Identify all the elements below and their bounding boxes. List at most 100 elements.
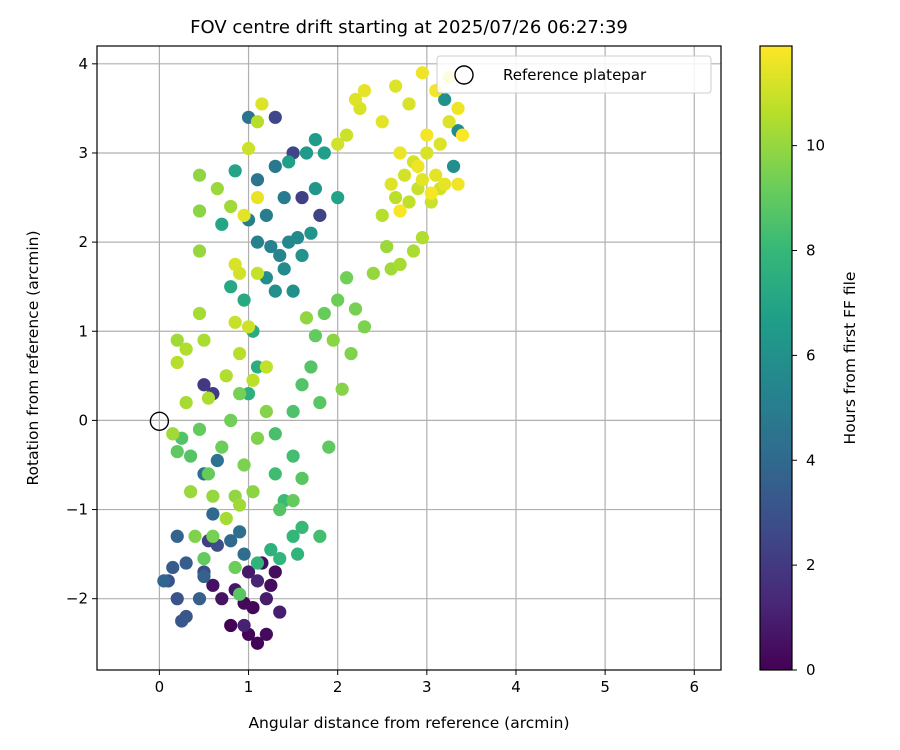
data-point bbox=[335, 382, 349, 396]
reference-platepar-marker bbox=[149, 411, 170, 431]
data-point bbox=[224, 280, 238, 294]
data-point bbox=[286, 284, 300, 298]
data-point bbox=[237, 208, 251, 222]
legend-label-reference-platepar: Reference platepar bbox=[503, 66, 647, 84]
x-tick-label: 0 bbox=[155, 678, 165, 696]
plot-frame bbox=[96, 45, 722, 671]
data-point bbox=[259, 208, 273, 222]
data-point bbox=[175, 614, 189, 628]
data-point bbox=[299, 146, 314, 160]
x-tick-label: 3 bbox=[422, 678, 432, 696]
y-tick-label: 3 bbox=[78, 144, 88, 162]
data-point bbox=[348, 302, 363, 316]
colorbar-tick-label: 8 bbox=[806, 242, 816, 260]
data-point bbox=[197, 333, 211, 347]
data-point bbox=[206, 507, 220, 521]
data-point bbox=[170, 445, 184, 459]
data-point bbox=[206, 529, 220, 543]
data-point bbox=[282, 155, 296, 169]
x-tick-label: 4 bbox=[511, 678, 521, 696]
data-point bbox=[299, 311, 314, 325]
data-point bbox=[402, 97, 416, 111]
data-point bbox=[179, 556, 193, 570]
data-point bbox=[192, 168, 207, 182]
data-point bbox=[420, 146, 434, 160]
data-point bbox=[290, 547, 305, 561]
data-point bbox=[170, 529, 184, 543]
data-point bbox=[210, 453, 224, 468]
data-point bbox=[206, 578, 220, 592]
data-point bbox=[250, 574, 265, 588]
data-point bbox=[250, 266, 265, 280]
data-point bbox=[344, 346, 358, 361]
colorbar-tick-label: 6 bbox=[806, 346, 816, 364]
data-point bbox=[228, 315, 242, 329]
y-tick-label: −2 bbox=[66, 590, 88, 608]
data-point bbox=[250, 190, 265, 205]
data-point bbox=[268, 565, 282, 579]
data-point bbox=[197, 378, 211, 392]
data-point bbox=[188, 529, 202, 543]
data-point bbox=[357, 320, 372, 334]
chart-title: FOV centre drift starting at 2025/07/26 … bbox=[190, 17, 628, 38]
data-point bbox=[192, 306, 207, 321]
data-point bbox=[389, 79, 403, 93]
data-point bbox=[290, 231, 305, 245]
data-point bbox=[308, 182, 322, 196]
y-tick-label: 4 bbox=[78, 55, 88, 73]
data-point bbox=[170, 355, 184, 370]
data-point bbox=[277, 262, 291, 276]
data-points bbox=[157, 66, 470, 650]
data-point bbox=[375, 208, 389, 222]
data-point bbox=[415, 173, 429, 187]
y-axis-ticks: −2 −1 0 1 2 3 4 bbox=[66, 55, 97, 608]
data-point bbox=[397, 168, 412, 182]
data-point bbox=[304, 226, 318, 240]
data-point bbox=[228, 164, 242, 178]
data-point bbox=[389, 190, 403, 205]
legend: Reference platepar bbox=[436, 55, 712, 94]
data-point bbox=[197, 569, 211, 584]
data-point bbox=[250, 431, 265, 445]
x-tick-label: 2 bbox=[333, 678, 343, 696]
data-point bbox=[179, 395, 193, 410]
data-point bbox=[250, 115, 265, 129]
data-point bbox=[357, 83, 372, 98]
data-point bbox=[317, 306, 331, 321]
data-point bbox=[246, 373, 260, 387]
data-point bbox=[233, 387, 247, 401]
data-point bbox=[237, 618, 251, 633]
data-point bbox=[411, 159, 425, 173]
data-point bbox=[215, 592, 229, 606]
y-tick-label: 1 bbox=[78, 322, 88, 340]
data-point bbox=[331, 137, 345, 151]
data-point bbox=[438, 177, 452, 191]
y-tick-label: 2 bbox=[78, 233, 88, 251]
data-point bbox=[393, 146, 407, 160]
data-point bbox=[375, 115, 389, 129]
data-point bbox=[237, 458, 251, 472]
data-point bbox=[429, 168, 443, 182]
data-point bbox=[317, 146, 331, 160]
data-point bbox=[402, 195, 416, 209]
data-point bbox=[192, 244, 207, 258]
data-point bbox=[233, 587, 247, 601]
legend-box bbox=[436, 55, 712, 94]
data-point bbox=[433, 137, 447, 151]
data-point bbox=[184, 485, 198, 499]
data-point bbox=[170, 333, 184, 347]
x-axis-ticks: 0 1 2 3 4 5 6 bbox=[155, 670, 699, 696]
data-point bbox=[340, 271, 354, 285]
data-point bbox=[295, 471, 309, 485]
data-point bbox=[286, 529, 300, 543]
data-point bbox=[295, 248, 309, 263]
colorbar-gradient bbox=[759, 45, 793, 671]
data-point bbox=[192, 422, 207, 436]
data-point bbox=[286, 404, 300, 419]
data-point bbox=[250, 556, 265, 570]
data-point bbox=[170, 592, 184, 606]
data-point bbox=[224, 618, 238, 633]
y-tick-label: 0 bbox=[78, 411, 88, 429]
data-point bbox=[313, 529, 327, 543]
data-point bbox=[241, 141, 256, 156]
